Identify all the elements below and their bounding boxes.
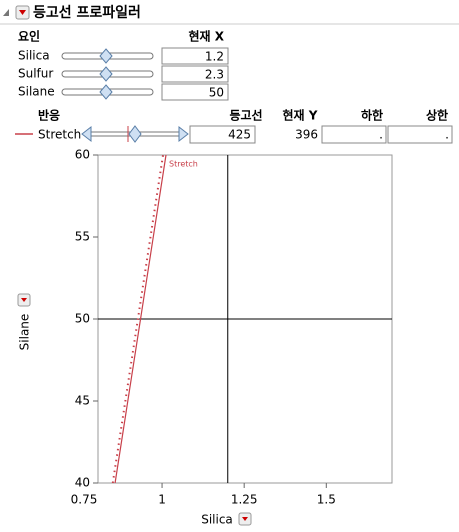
slider-thumb[interactable] <box>99 66 113 82</box>
contour-value: 425 <box>228 128 251 142</box>
response-name: Stretch <box>38 128 81 142</box>
y-tick-label: 45 <box>75 394 90 408</box>
header: 요인 <box>18 29 40 44</box>
header: 상한 <box>426 108 448 123</box>
contour-label: Stretch <box>169 160 198 169</box>
header: 반응 <box>38 108 60 123</box>
factor-name: Silane <box>18 85 55 99</box>
slider-thumb[interactable] <box>128 125 142 143</box>
header: 등고선 <box>229 108 262 123</box>
factor-value: 50 <box>209 86 224 100</box>
menu-arrow <box>19 10 26 15</box>
input-box[interactable] <box>321 125 387 144</box>
factor-name: Silica <box>18 49 50 63</box>
contour-line <box>114 154 167 484</box>
input-box[interactable] <box>161 65 229 83</box>
input-box[interactable] <box>189 125 256 144</box>
lower-limit: . <box>379 128 383 142</box>
menu-arrow <box>242 517 248 521</box>
menu-arrow <box>21 298 27 302</box>
input-box[interactable] <box>161 83 229 101</box>
header: 현재 Y <box>283 108 318 123</box>
x-tick-label: 0.75 <box>71 493 98 507</box>
factor-value: 1.2 <box>205 50 224 64</box>
slider-thumb[interactable] <box>99 48 113 64</box>
contour-line <box>111 154 165 484</box>
input-box[interactable] <box>161 47 229 65</box>
input-box[interactable] <box>387 125 453 144</box>
x-axis-label: Silica <box>201 513 233 527</box>
slider-thumb[interactable] <box>99 84 113 100</box>
collapse-icon[interactable] <box>3 9 9 16</box>
header: 하한 <box>361 108 383 123</box>
factor-name: Sulfur <box>18 67 53 81</box>
header: 현재 X <box>188 29 224 44</box>
upper-limit: . <box>445 128 449 142</box>
slider-arrows[interactable] <box>81 125 189 143</box>
factor-value: 2.3 <box>205 68 224 82</box>
x-tick-label: 1 <box>158 493 166 507</box>
title: 등고선 프로파일러 <box>33 5 141 21</box>
x-tick-label: 1.5 <box>317 493 336 507</box>
y-tick-label: 60 <box>75 148 90 162</box>
y-tick-label: 50 <box>75 312 90 326</box>
y-tick-label: 55 <box>75 230 90 244</box>
y-axis-label: Silane <box>18 314 32 351</box>
y-tick-label: 40 <box>75 476 90 490</box>
x-tick-label: 1.25 <box>231 493 258 507</box>
current-y: 396 <box>295 128 318 142</box>
